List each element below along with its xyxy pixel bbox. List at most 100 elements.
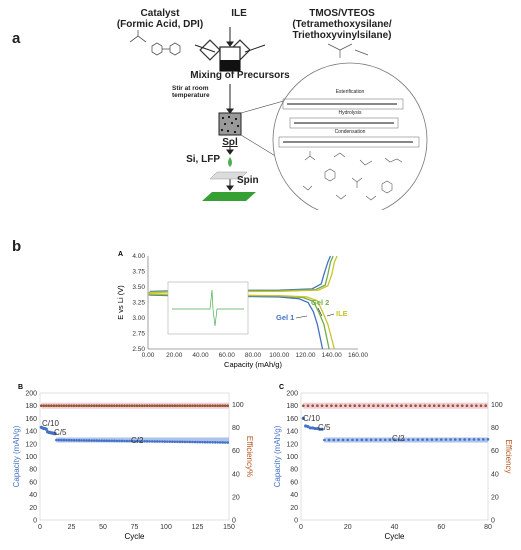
chart-b-efficiency-point [90, 404, 93, 408]
chart-b-efficiency-point [191, 404, 194, 408]
chart-b-efficiency-point [176, 404, 179, 408]
chart-b-capacity-point [133, 439, 136, 443]
chart-b-efficiency-point [148, 404, 151, 408]
chart-b-xtick: 25 [68, 524, 76, 531]
chart-b-ytick-left: 200 [25, 391, 37, 398]
condensation-label: Condensation [334, 129, 366, 135]
chart-c-capacity-point [388, 438, 392, 442]
chart-b-capacity-point [138, 439, 141, 443]
chart-c-efficiency-point [372, 404, 375, 408]
chart-c-efficiency-point [442, 404, 445, 408]
chart-c-ytick-left: 0 [294, 518, 298, 525]
chart-b-efficiency-point [178, 404, 182, 408]
chart-c-efficiency-point [418, 404, 422, 408]
chart-b-efficiency-point [92, 404, 96, 408]
spin-film [202, 192, 256, 201]
chart-b-efficiency-point [52, 404, 56, 408]
chart-b-ytick-right: 100 [232, 402, 244, 409]
ile-title: ILE [231, 8, 247, 19]
chart-b-capacity-point [181, 440, 184, 444]
chart-a-series-ile-charge [147, 255, 338, 295]
chart-c-capacity-point [306, 425, 310, 429]
chart-b-efficiency-point [39, 404, 43, 408]
chart-b-ytick-right: 80 [232, 425, 240, 432]
chart-b-xtick: 125 [192, 524, 204, 531]
chart-c-efficiency-point [339, 404, 343, 408]
chart-c-capacity-point [393, 438, 396, 442]
left-diamond-shape [199, 39, 221, 61]
chart-b-efficiency-point [206, 404, 209, 408]
chart-b-capacity-point [143, 439, 146, 443]
chart-c-capacity-point [332, 438, 336, 442]
chart-c-rate-c2: C/2 [392, 434, 405, 443]
chart-a-xtick: 0.00 [142, 352, 155, 359]
chart-b-capacity-point [198, 440, 202, 444]
chart-c-capacity-point [301, 416, 305, 420]
chart-b-capacity-point [65, 438, 68, 442]
chart-c-efficiency-point [316, 404, 319, 408]
chart-b-ytick-left: 100 [25, 454, 37, 461]
tmos-line3: Triethoxyvinylsilane) [292, 30, 392, 41]
chart-b-capacity-point [163, 440, 167, 443]
tmos-line1: TMOS/VTEOS [309, 8, 375, 19]
chart-b-capacity-point [135, 439, 139, 443]
mixing-label: Mixing of Precursors [190, 70, 290, 81]
chart-c-efficiency-point [446, 404, 450, 408]
chart-b-efficiency-point [158, 404, 161, 408]
chart-b-efficiency-point [57, 404, 61, 408]
chart-b-efficiency-point [50, 404, 53, 408]
chart-b-efficiency-point [62, 404, 66, 408]
chart-c-capacity-point [435, 438, 438, 441]
chart-b-efficiency-point [168, 404, 172, 408]
chart-b-ylabel-right: Efficiency% [245, 436, 254, 477]
chart-b-capacity-point [87, 439, 91, 442]
chart-a-inset-frame [167, 281, 249, 335]
chart-b-efficiency-point [123, 404, 126, 408]
chart-b-capacity-point [168, 440, 172, 443]
chart-c-capacity-point [482, 438, 485, 441]
chart-c-capacity-point [486, 438, 490, 441]
chart-c-efficiency-point [409, 404, 413, 408]
chart-b-capacity-point [140, 439, 144, 443]
chart-b-rate-c5: C/5 [54, 428, 67, 437]
chart-b-efficiency-point [47, 404, 51, 408]
chart-b-cycling-150: B 0 20 40 60 80 100 120 140 160 180 200 0 20 40 60 80 100… [12, 384, 254, 541]
chart-b-efficiency-point [75, 404, 78, 408]
chart-c-efficiency-point [479, 404, 483, 408]
chart-b-capacity-point [165, 440, 169, 443]
chart-c-capacity-point [351, 438, 354, 442]
chart-b-capacity-point [77, 439, 81, 442]
chart-c-capacity-point [439, 438, 443, 441]
chart-c-ylabel-left: Capacity (mAh/g) [273, 425, 282, 487]
chart-b-efficiency-point [102, 404, 106, 408]
chart-c-capacity-point [320, 427, 324, 431]
catalyst-title: Catalyst (Formic Acid, DPI) [105, 8, 215, 30]
chart-c-efficiency-point [344, 404, 347, 408]
chart-a-ytick: 2.75 [132, 331, 145, 338]
chart-c-cycling-80: C020406080100120140160180200020406080100… [273, 384, 513, 541]
chart-c-capacity-point [458, 438, 462, 441]
chart-b-capacity-point [97, 439, 101, 442]
chart-b-efficiency-point [85, 404, 88, 408]
chart-c-efficiency-point [423, 404, 427, 408]
chart-b-ytick-right: 60 [232, 448, 240, 455]
chart-a-arrow-ile [326, 313, 335, 317]
chart-c-ytick-left: 40 [290, 492, 298, 499]
chart-a-xtick: 100.00 [269, 352, 289, 359]
chart-c-efficiency-point [376, 404, 380, 408]
chart-a-xtick: 60.00 [219, 352, 236, 359]
chart-c-ytick-left: 140 [286, 429, 298, 436]
chart-a-ytick: 3.75 [132, 269, 145, 276]
chart-c-efficiency-point [306, 404, 310, 408]
chart-b-capacity-point [183, 440, 187, 444]
chart-b-capacity-point [75, 438, 78, 442]
chart-b-capacity-point [120, 439, 124, 443]
chart-b-efficiency-point [140, 404, 144, 408]
chart-b-capacity-point [203, 440, 207, 444]
chart-b-capacity-point [150, 440, 154, 443]
chart-c-capacity-point [407, 438, 410, 441]
chart-b-capacity-point [223, 441, 227, 444]
chart-b-efficiency-point [171, 404, 174, 408]
chart-a-ylabel: E vs Li (V) [116, 285, 125, 320]
chart-c-xlabel: Cycle [384, 532, 405, 541]
